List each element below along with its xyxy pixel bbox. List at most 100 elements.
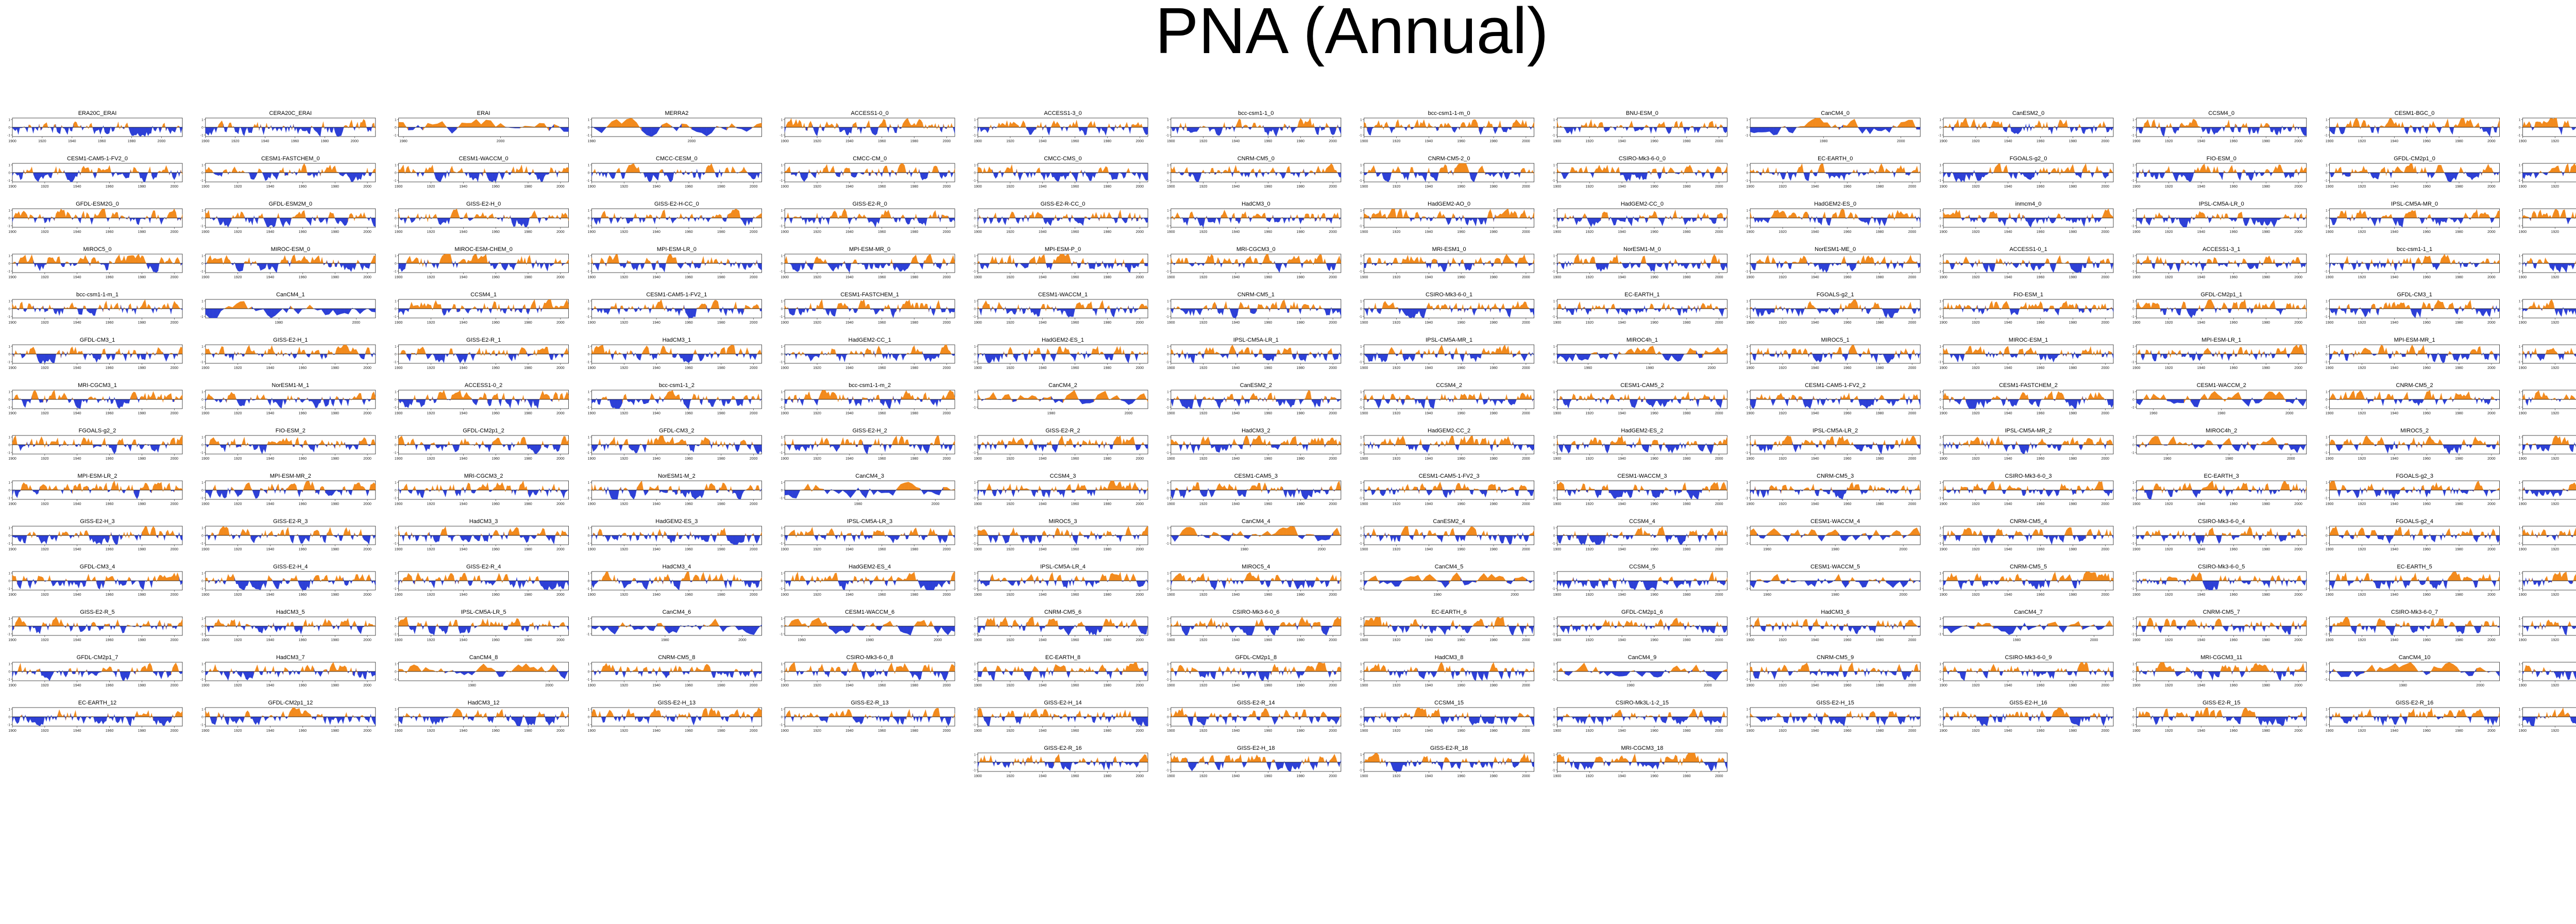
x-tick-label: 1980 [588, 140, 596, 143]
area-segment [1524, 121, 1526, 127]
area-segment [2568, 121, 2569, 127]
area-segment [423, 172, 425, 176]
area-segment [812, 125, 814, 130]
x-tick-label: 1920 [1778, 185, 1787, 189]
area-segment [1307, 121, 1309, 127]
area-segment [80, 169, 82, 175]
area-segment [804, 123, 806, 130]
area-segment [1956, 120, 1958, 127]
area-segment [2359, 122, 2360, 129]
x-tick-label: 2000 [1522, 140, 1530, 143]
y-tick-label: 0 [1553, 126, 1555, 130]
area-segment [898, 217, 900, 222]
area-segment [1236, 165, 1238, 173]
area-segment [1567, 127, 1568, 133]
area-segment [286, 218, 288, 224]
area-segment [1506, 127, 1508, 132]
x-tick-label: 2000 [350, 140, 359, 143]
area-segment [726, 167, 727, 173]
area-segment [788, 213, 789, 220]
area-segment [618, 168, 619, 173]
area-segment [1025, 172, 1026, 175]
area-segment [1561, 172, 1562, 174]
area-segment [985, 127, 986, 130]
area-segment [700, 215, 702, 218]
area-segment [1463, 163, 1464, 173]
area-segment [2110, 169, 2112, 173]
area-segment [832, 212, 833, 218]
area-segment [708, 218, 710, 222]
x-tick-label: 1980 [2455, 185, 2463, 189]
area-segment [130, 127, 132, 136]
area-segment [1075, 120, 1077, 127]
area-segment [410, 218, 412, 223]
area-segment [1312, 214, 1313, 218]
area-segment [501, 123, 505, 127]
area-segment [520, 218, 521, 226]
area-segment [1070, 215, 1072, 223]
area-segment [94, 127, 96, 134]
area-segment [1505, 127, 1506, 132]
area-segment [252, 216, 254, 225]
area-segment [1518, 122, 1519, 127]
area-segment [413, 169, 415, 173]
area-segment [817, 127, 819, 136]
x-tick-label: 1980 [2262, 185, 2270, 189]
area-segment [2066, 167, 2068, 173]
area-segment [875, 127, 877, 135]
area-segment [310, 126, 311, 134]
y-tick-label: 1 [1939, 119, 1941, 122]
area-segment [1245, 212, 1247, 219]
area-segment [937, 214, 939, 218]
area-segment [2284, 173, 2285, 178]
area-segment [163, 217, 164, 221]
area-segment [95, 213, 96, 218]
area-segment [1450, 125, 1451, 127]
area-segment [594, 217, 595, 222]
area-segment [820, 124, 822, 130]
area-segment [1249, 173, 1250, 177]
area-segment [882, 119, 884, 127]
x-tick-label: 1900 [2132, 140, 2141, 143]
area-segment [521, 218, 523, 226]
area-segment [1489, 121, 1490, 127]
area-segment [749, 218, 750, 225]
area-segment [721, 215, 723, 220]
area-segment [123, 216, 124, 218]
area-segment [77, 171, 79, 177]
area-segment [130, 218, 132, 222]
area-segment [452, 166, 453, 173]
area-segment [1184, 170, 1185, 174]
area-segment [1698, 127, 1700, 133]
area-segment [608, 172, 609, 174]
area-segment [2467, 120, 2469, 127]
area-segment [814, 173, 816, 178]
area-segment [2190, 122, 2192, 127]
area-segment [2020, 127, 2021, 132]
area-segment [647, 173, 648, 181]
panel-8: BNU-ESM_0-1011900 1920 1940 1960 1980 2000 [1552, 110, 1727, 143]
area-segment [69, 173, 71, 182]
area-segment [1982, 173, 1984, 177]
area-segment [859, 127, 861, 133]
area-segment [478, 214, 480, 218]
area-segment [525, 218, 527, 227]
area-segment [55, 214, 56, 221]
area-segment [854, 173, 856, 177]
area-segment [2462, 118, 2464, 127]
area-segment [1638, 127, 1640, 130]
x-tick-label: 1960 [492, 230, 500, 234]
area-segment [549, 124, 554, 131]
x-tick-label: 2000 [1329, 140, 1337, 143]
area-segment [2192, 119, 2193, 127]
area-segment [893, 127, 895, 132]
area-segment [1593, 123, 1595, 127]
area-segment [2079, 124, 2081, 128]
area-segment [2237, 172, 2239, 177]
area-segment [827, 164, 828, 173]
area-segment [1612, 167, 1614, 173]
area-segment [2371, 127, 2373, 132]
area-segment [648, 173, 650, 182]
area-segment [108, 218, 109, 222]
area-segment [2183, 125, 2185, 127]
